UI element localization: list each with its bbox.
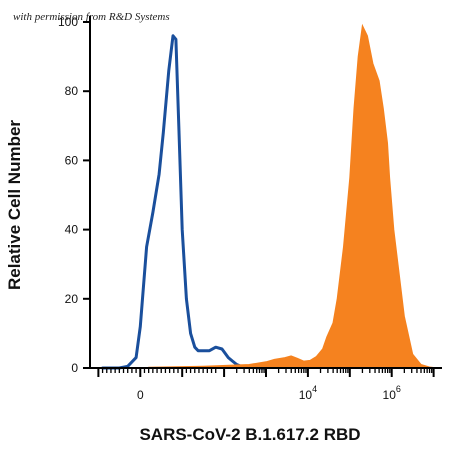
- x-tick-label: 106: [383, 384, 401, 402]
- x-tick-label: 0: [137, 388, 144, 402]
- x-tick-label: 104: [299, 384, 317, 402]
- stained-histogram-fill: [148, 23, 438, 369]
- permission-credit: with permission from R&D Systems: [13, 11, 170, 23]
- y-axis: 0 20 40 60 80 100: [58, 15, 91, 375]
- y-axis-label: Relative Cell Number: [5, 120, 24, 290]
- x-axis: 0 104 106: [90, 367, 442, 402]
- control-histogram-line: [101, 34, 268, 370]
- y-tick-label: 40: [65, 223, 79, 237]
- plot-area: [101, 23, 438, 370]
- x-axis-label: SARS-CoV-2 B.1.617.2 RBD: [139, 425, 360, 444]
- y-tick-label: 0: [71, 361, 78, 375]
- y-tick-label: 100: [58, 15, 78, 29]
- y-tick-label: 60: [65, 153, 79, 167]
- y-tick-label: 20: [65, 292, 79, 306]
- y-tick-label: 80: [65, 84, 79, 98]
